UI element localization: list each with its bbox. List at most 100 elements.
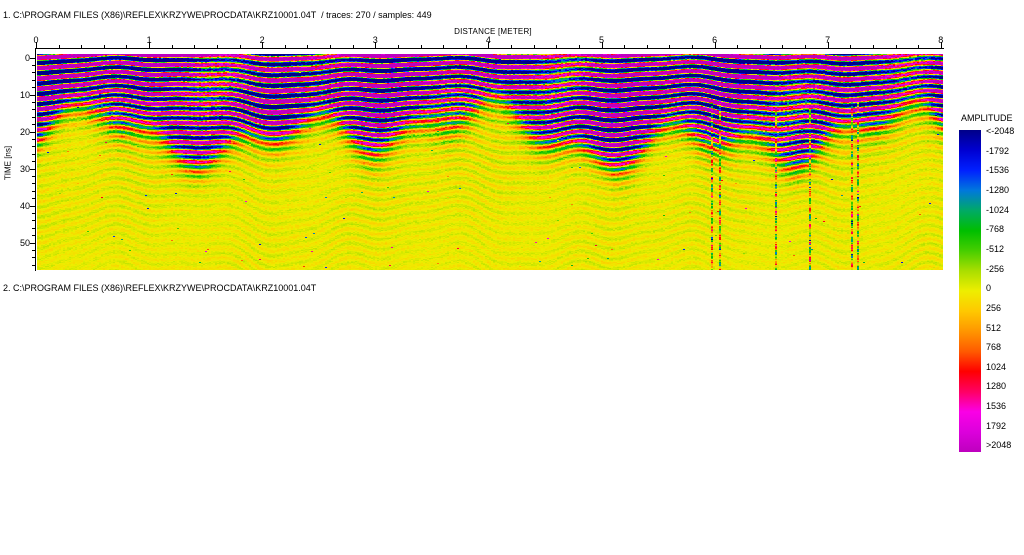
- legend-title: AMPLITUDE: [961, 113, 1013, 123]
- x-tick-label: 7: [825, 35, 831, 45]
- x-tick-label: 0: [33, 35, 39, 45]
- x-tick-label: 3: [372, 35, 378, 45]
- legend-tick-label: -1024: [986, 204, 1010, 215]
- y-minor-tick: [32, 101, 35, 103]
- x-minor-tick: [352, 45, 354, 48]
- x-minor-tick: [850, 45, 852, 48]
- x-tick-label: 4: [485, 35, 491, 45]
- x-minor-tick: [624, 45, 626, 48]
- x-minor-tick: [216, 45, 218, 48]
- y-minor-tick: [32, 212, 35, 214]
- legend-tick-label: -1536: [986, 165, 1010, 176]
- y-tick-label: 0: [24, 52, 30, 63]
- y-major-tick: [30, 57, 35, 59]
- x-minor-tick: [58, 45, 60, 48]
- x-minor-tick: [556, 45, 558, 48]
- y-tick-label: 30: [19, 163, 30, 174]
- x-minor-tick: [307, 45, 309, 48]
- legend-tick-label: 1024: [986, 361, 1007, 372]
- legend-tick-label: -1280: [986, 184, 1010, 195]
- x-axis-title: DISTANCE [METER]: [454, 27, 532, 36]
- y-minor-tick: [32, 198, 35, 200]
- y-minor-tick: [32, 124, 35, 126]
- legend-colorbar: [959, 130, 981, 452]
- y-major-tick: [30, 242, 35, 244]
- radargram-canvas[interactable]: [37, 54, 943, 270]
- legend-tick-label: 0: [986, 283, 992, 294]
- y-minor-tick: [32, 87, 35, 89]
- x-major-tick: [940, 42, 942, 48]
- x-minor-tick: [420, 45, 422, 48]
- x-major-tick: [375, 42, 377, 48]
- y-minor-tick: [32, 249, 35, 251]
- x-minor-tick: [511, 45, 513, 48]
- y-major-tick: [30, 205, 35, 207]
- x-minor-tick: [284, 45, 286, 48]
- legend-tick-label: -512: [986, 243, 1005, 254]
- y-tick-label: 50: [19, 237, 30, 248]
- x-minor-tick: [194, 45, 196, 48]
- y-minor-tick: [32, 161, 35, 163]
- x-axis: [35, 48, 944, 49]
- y-major-tick: [30, 131, 35, 133]
- y-minor-tick: [32, 190, 35, 192]
- y-tick-label: 10: [19, 89, 30, 100]
- x-minor-tick: [895, 45, 897, 48]
- y-minor-tick: [32, 64, 35, 66]
- x-major-tick: [488, 42, 490, 48]
- x-minor-tick: [126, 45, 128, 48]
- legend-tick-label: 1536: [986, 401, 1007, 412]
- x-major-tick: [827, 42, 829, 48]
- x-major-tick: [714, 42, 716, 48]
- legend-tick-label: 512: [986, 322, 1002, 333]
- x-minor-tick: [691, 45, 693, 48]
- y-minor-tick: [32, 109, 35, 111]
- x-minor-tick: [805, 45, 807, 48]
- y-minor-tick: [32, 146, 35, 148]
- legend-tick-label: 1792: [986, 420, 1007, 431]
- x-minor-tick: [918, 45, 920, 48]
- legend-tick-label: 768: [986, 342, 1002, 353]
- profile-1-title: 1. C:\PROGRAM FILES (X86)\REFLEX\KRZYWE\…: [3, 10, 432, 20]
- x-minor-tick: [669, 45, 671, 48]
- y-minor-tick: [32, 116, 35, 118]
- x-major-tick: [149, 42, 151, 48]
- y-minor-tick: [32, 72, 35, 74]
- x-minor-tick: [759, 45, 761, 48]
- x-minor-tick: [330, 45, 332, 48]
- legend-tick-label: -1792: [986, 145, 1010, 156]
- x-minor-tick: [578, 45, 580, 48]
- y-tick-label: 40: [19, 200, 30, 211]
- x-minor-tick: [646, 45, 648, 48]
- legend-tick-label: >2048: [986, 440, 1012, 451]
- x-tick-label: 6: [712, 35, 718, 45]
- x-minor-tick: [239, 45, 241, 48]
- x-minor-tick: [103, 45, 105, 48]
- profile-2-title: 2. C:\PROGRAM FILES (X86)\REFLEX\KRZYWE\…: [3, 283, 317, 293]
- legend-tick-label: -768: [986, 224, 1005, 235]
- x-tick-label: 1: [146, 35, 152, 45]
- x-minor-tick: [533, 45, 535, 48]
- y-minor-tick: [32, 175, 35, 177]
- x-minor-tick: [443, 45, 445, 48]
- x-minor-tick: [465, 45, 467, 48]
- y-minor-tick: [32, 183, 35, 185]
- x-tick-label: 8: [938, 35, 944, 45]
- x-minor-tick: [872, 45, 874, 48]
- y-minor-tick: [32, 79, 35, 81]
- x-minor-tick: [81, 45, 83, 48]
- y-minor-tick: [32, 227, 35, 229]
- y-major-tick: [30, 94, 35, 96]
- legend-tick-label: 1280: [986, 381, 1007, 392]
- x-major-tick: [601, 42, 603, 48]
- x-minor-tick: [737, 45, 739, 48]
- legend-tick-label: -256: [986, 263, 1005, 274]
- y-minor-tick: [32, 257, 35, 259]
- legend-tick-label: <-2048: [986, 126, 1015, 136]
- x-minor-tick: [782, 45, 784, 48]
- x-minor-tick: [171, 45, 173, 48]
- x-minor-tick: [397, 45, 399, 48]
- legend-tick-label: 256: [986, 302, 1002, 313]
- y-minor-tick: [32, 153, 35, 155]
